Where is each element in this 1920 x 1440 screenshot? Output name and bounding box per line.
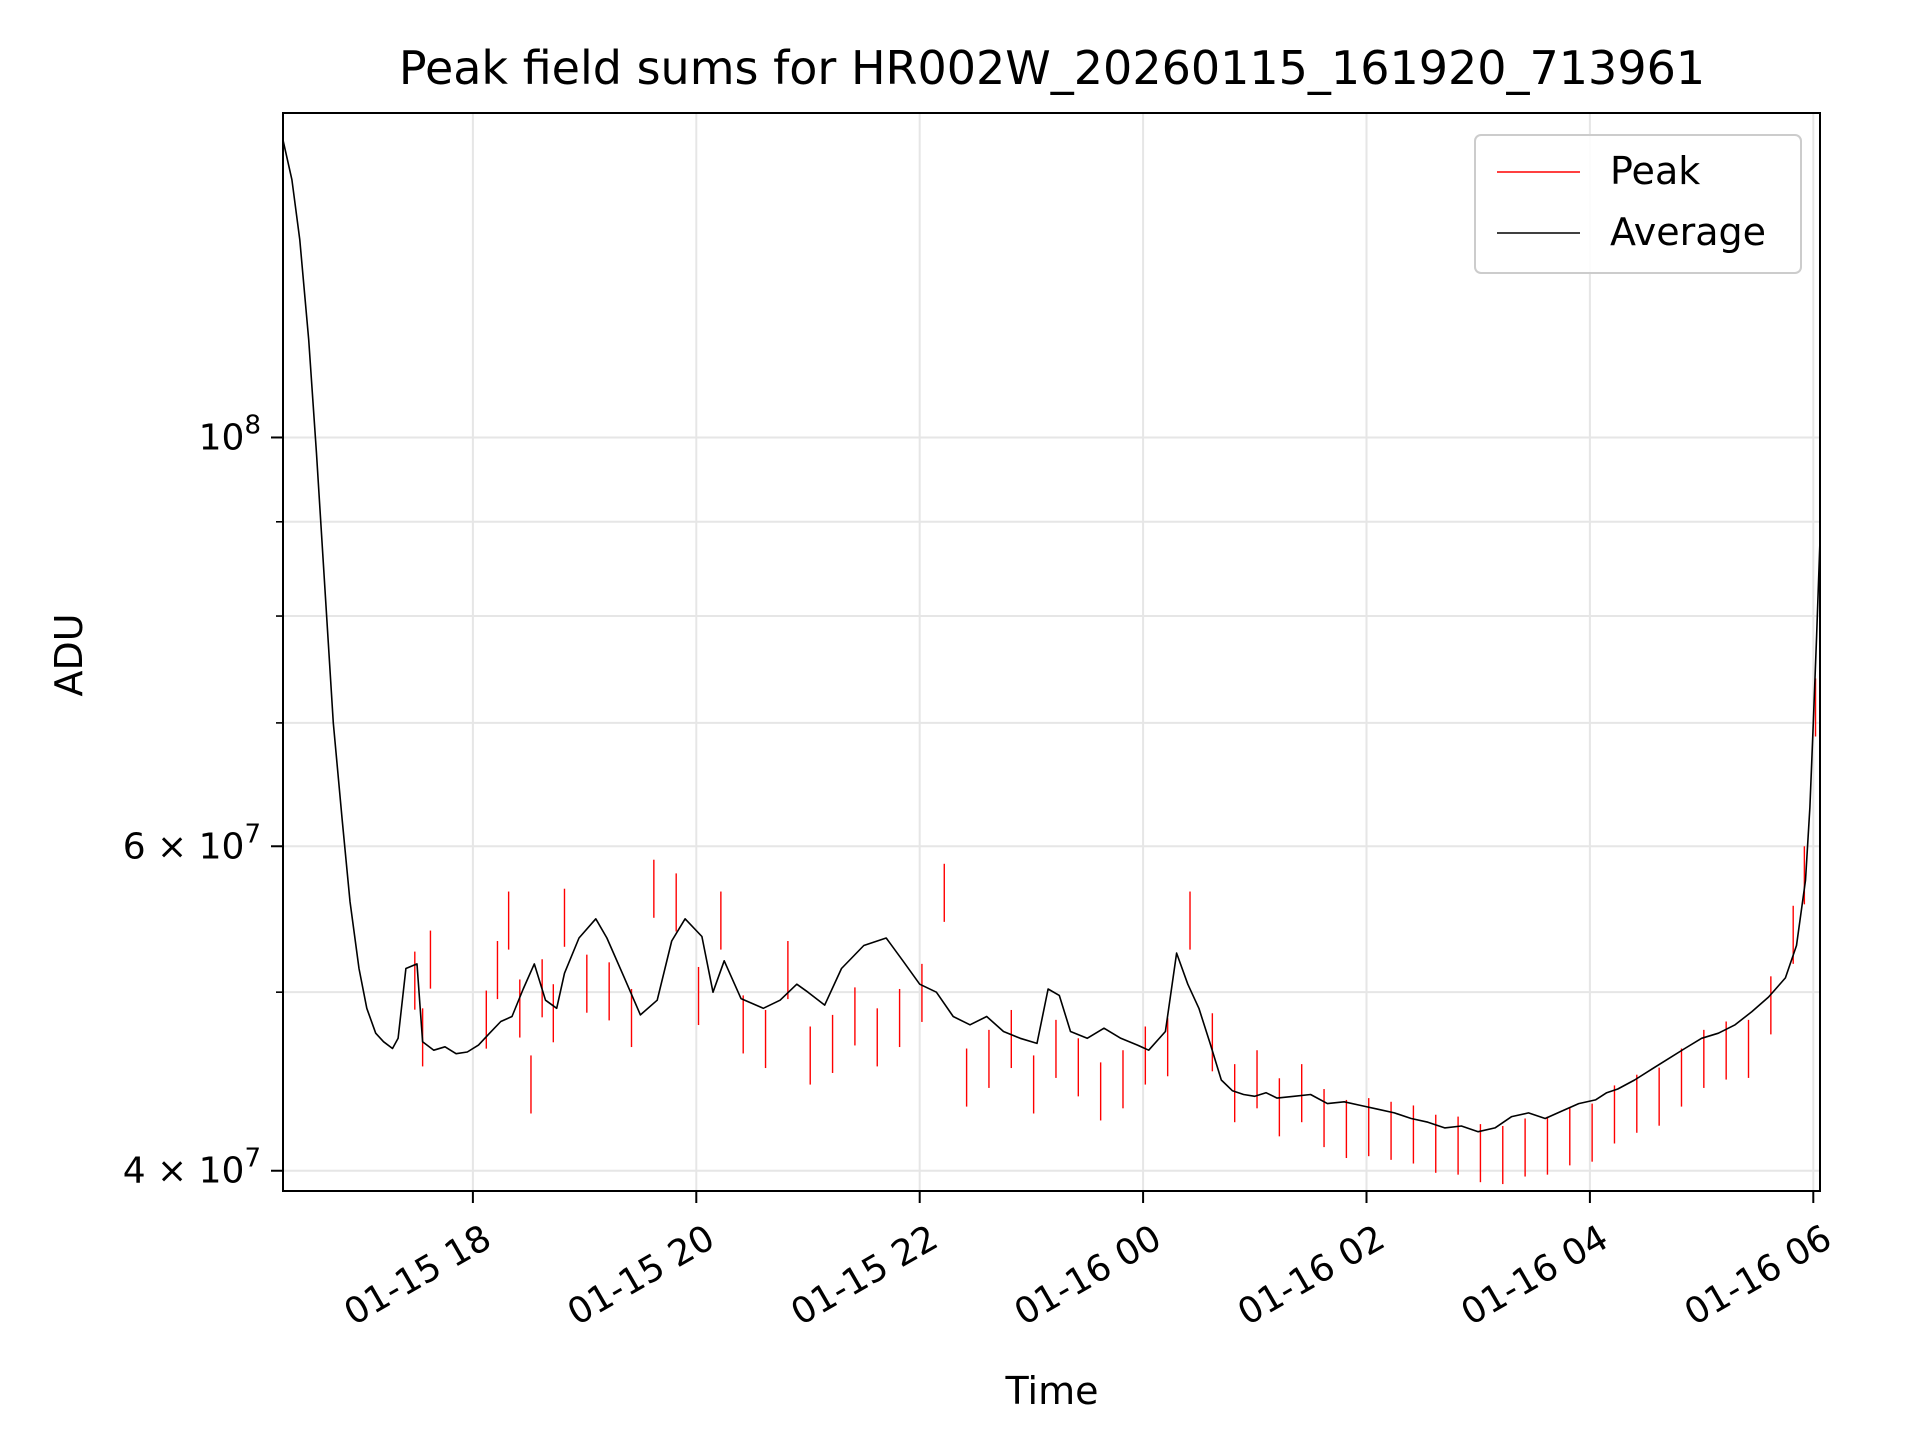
legend: Peak Average bbox=[1474, 134, 1802, 274]
x-tick-label: 01-15 18 bbox=[338, 1217, 499, 1333]
x-tick-label: 01-16 04 bbox=[1455, 1217, 1616, 1333]
y-axis-label: ADU bbox=[47, 613, 91, 696]
x-tick-label: 01-15 22 bbox=[784, 1217, 945, 1333]
average-line bbox=[282, 139, 1821, 1133]
legend-average-label: Average bbox=[1610, 210, 1766, 254]
x-tick-label: 01-15 20 bbox=[561, 1217, 722, 1333]
x-axis-label: Time bbox=[1005, 1369, 1099, 1413]
x-axis-ticks: 01-15 18 01-15 20 01-15 22 01-16 00 01-16 02… bbox=[338, 1191, 1839, 1334]
x-tick-label: 01-16 02 bbox=[1231, 1217, 1392, 1333]
legend-box bbox=[1474, 134, 1802, 274]
y-tick-label: 4 × 107 bbox=[123, 1144, 261, 1192]
legend-peak-label: Peak bbox=[1610, 149, 1700, 193]
x-tick-label: 01-16 00 bbox=[1008, 1217, 1169, 1333]
plot-area-frame bbox=[282, 112, 1821, 1192]
x-tick-label: 01-16 06 bbox=[1678, 1217, 1839, 1333]
y-tick-label: 108 bbox=[199, 410, 261, 458]
y-axis-ticks: 108 6 × 107 4 × 107 bbox=[123, 410, 283, 1192]
y-tick-label: 6 × 107 bbox=[123, 819, 261, 867]
peak-series bbox=[414, 678, 1817, 1185]
average-series bbox=[282, 139, 1821, 1133]
grid-lines bbox=[283, 113, 1820, 1191]
chart-title: Peak field sums for HR002W_20260115_1619… bbox=[399, 41, 1705, 95]
